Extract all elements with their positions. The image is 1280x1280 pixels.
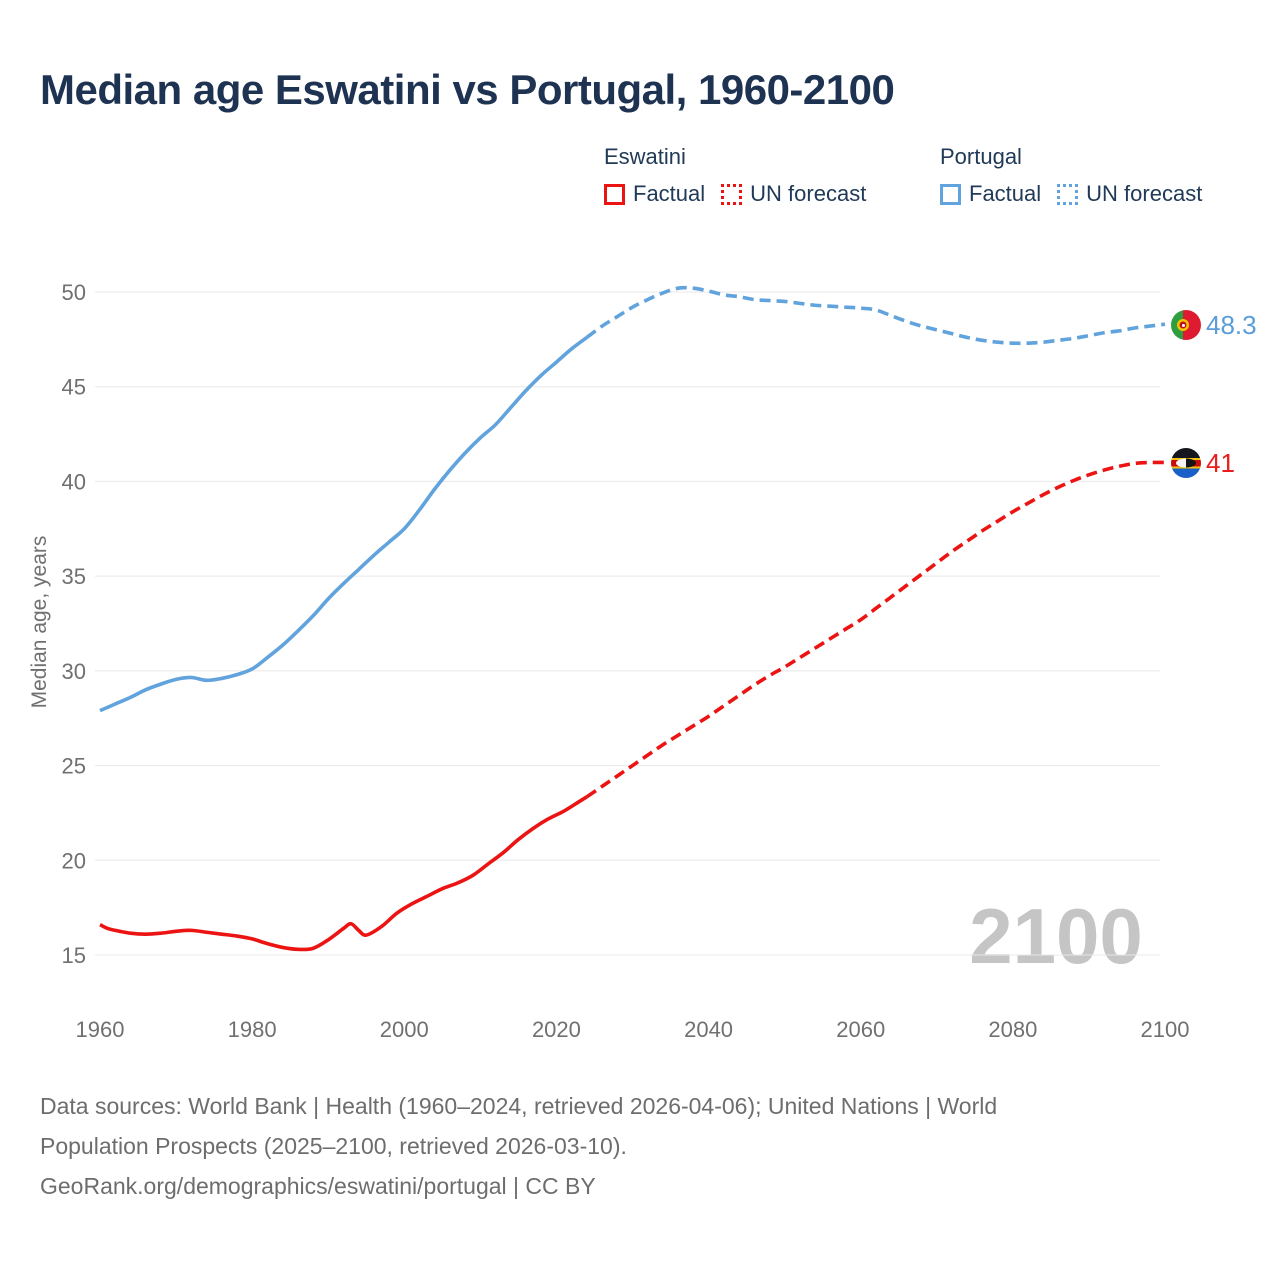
portugal-flag-emblem — [1177, 319, 1189, 331]
portugal-factual-line — [99, 336, 588, 713]
eswatini-factual-swatch-icon — [604, 183, 625, 205]
y-axis-title: Median age, years — [28, 536, 51, 709]
footer: Data sources: World Bank | Health (1960–… — [40, 1086, 997, 1206]
eswatini-factual-line — [99, 795, 588, 952]
svg-text:50: 50 — [62, 280, 86, 305]
portugal-forecast-swatch-icon — [1057, 183, 1079, 205]
eswatini-un-forecast-line — [585, 460, 1166, 799]
eswatini-flag-icon — [1171, 448, 1201, 478]
svg-text:1980: 1980 — [228, 1017, 277, 1042]
svg-text:2060: 2060 — [836, 1017, 885, 1042]
legend-group-portugal: Portugal Factual UN forecast — [940, 144, 1202, 207]
svg-text:35: 35 — [62, 564, 86, 589]
svg-text:20: 20 — [62, 848, 86, 873]
svg-text:25: 25 — [62, 754, 86, 779]
svg-text:15: 15 — [62, 943, 86, 968]
page-title: Median age Eswatini vs Portugal, 1960-21… — [40, 66, 895, 113]
x-axis-labels: 1960 1980 2000 2020 2040 2060 2080 2100 — [76, 1017, 1190, 1042]
legend-title-portugal: Portugal — [940, 144, 1022, 169]
portugal-flag-icon — [1171, 310, 1201, 340]
gridlines — [95, 291, 1160, 956]
footer-line-3: GeoRank.org/demographics/eswatini/portug… — [40, 1173, 596, 1199]
legend-group-eswatini: Eswatini Factual UN forecast — [604, 144, 866, 207]
watermark-2100: 2100 — [969, 892, 1143, 980]
eswatini-flag-shield — [1176, 458, 1196, 468]
svg-text:2020: 2020 — [532, 1017, 581, 1042]
eswatini-factual-label: Factual — [633, 181, 706, 206]
footer-line-1: Data sources: World Bank | Health (1960–… — [40, 1093, 998, 1119]
footer-line-2: Population Prospects (2025–2100, retriev… — [40, 1133, 627, 1159]
svg-text:40: 40 — [62, 469, 86, 494]
svg-text:30: 30 — [62, 659, 86, 684]
portugal-flag-emblem-dot — [1181, 323, 1185, 327]
eswatini-end-value: 41 — [1206, 448, 1235, 478]
portugal-factual-swatch-icon — [940, 183, 961, 205]
portugal-flag-emblem-ring — [1179, 321, 1187, 329]
svg-text:2080: 2080 — [988, 1017, 1037, 1042]
svg-text:2000: 2000 — [380, 1017, 429, 1042]
eswatini-forecast-swatch-icon — [721, 183, 743, 205]
legend-title-eswatini: Eswatini — [604, 144, 686, 169]
portugal-forecast-label: UN forecast — [1086, 181, 1203, 206]
portugal-un-forecast-line — [585, 285, 1166, 346]
svg-text:45: 45 — [62, 375, 86, 400]
svg-text:2040: 2040 — [684, 1017, 733, 1042]
eswatini-forecast-label: UN forecast — [750, 181, 867, 206]
svg-text:1960: 1960 — [76, 1017, 125, 1042]
legend-row-eswatini: Factual UN forecast — [604, 181, 866, 207]
portugal-factual-label: Factual — [969, 181, 1042, 206]
portugal-end-value: 48.3 — [1206, 310, 1257, 340]
legend-row-portugal: Factual UN forecast — [940, 181, 1202, 207]
svg-text:2100: 2100 — [1141, 1017, 1190, 1042]
y-axis-labels: 15 20 25 30 35 40 45 50 — [62, 280, 86, 968]
